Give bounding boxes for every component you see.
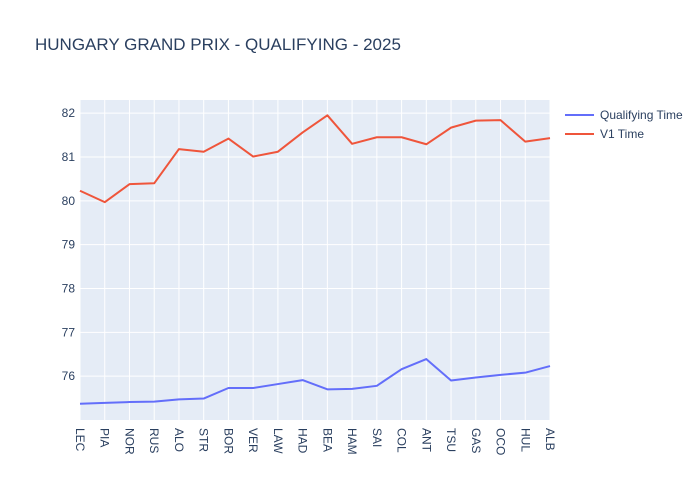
x-tick-label: LAW — [271, 428, 285, 454]
x-tick-label: ALB — [543, 428, 557, 451]
x-tick-label: ALO — [172, 428, 186, 452]
y-tick-label: 80 — [62, 194, 76, 208]
x-tick-label: ANT — [419, 428, 433, 453]
x-tick-label: STR — [197, 428, 211, 452]
series-line-qualifying-time[interactable] — [79, 358, 551, 405]
y-tick-label: 79 — [62, 238, 76, 252]
legend-item-qualifying-time[interactable]: Qualifying Time — [565, 108, 683, 122]
x-tick-label: SAI — [370, 428, 384, 447]
y-tick-label: 78 — [62, 281, 76, 295]
x-tick-label: VER — [246, 428, 260, 453]
legend-label-qualifying-time: Qualifying Time — [600, 108, 683, 122]
y-tick-label: 82 — [62, 106, 76, 120]
y-tick-labels: 76 77 78 79 80 81 82 — [62, 106, 76, 383]
x-tick-label: HUL — [518, 428, 532, 452]
legend[interactable]: Qualifying Time V1 Time — [565, 108, 683, 141]
x-tick-label: BEA — [320, 428, 334, 452]
x-tick-label: TSU — [444, 428, 458, 452]
x-tick-label: PIA — [98, 428, 112, 447]
y-gridlines — [80, 112, 550, 377]
series-lines — [79, 114, 551, 405]
x-tick-label: HAM — [345, 428, 359, 455]
x-tick-label: HAD — [296, 428, 310, 454]
x-tick-labels: LEC PIA NOR RUS ALO STR BOR VER LAW HAD BEA HAM SAI C… — [73, 428, 557, 455]
series-line-v1-time[interactable] — [79, 114, 551, 204]
x-gridlines — [79, 100, 551, 420]
x-tick-label: COL — [395, 428, 409, 453]
y-tick-label: 77 — [62, 325, 76, 339]
plot-area — [80, 100, 550, 420]
x-tick-label: NOR — [122, 428, 136, 455]
legend-item-v1-time[interactable]: V1 Time — [565, 127, 644, 141]
legend-label-v1-time: V1 Time — [600, 127, 644, 141]
x-tick-label: OCO — [494, 428, 508, 455]
x-tick-label: LEC — [73, 428, 87, 452]
y-tick-label: 81 — [62, 150, 76, 164]
x-tick-label: BOR — [221, 428, 235, 454]
chart-title: HUNGARY GRAND PRIX - QUALIFYING - 2025 — [35, 35, 401, 54]
x-tick-label: GAS — [469, 428, 483, 453]
y-tick-label: 76 — [62, 369, 76, 383]
x-tick-label: RUS — [147, 428, 161, 453]
